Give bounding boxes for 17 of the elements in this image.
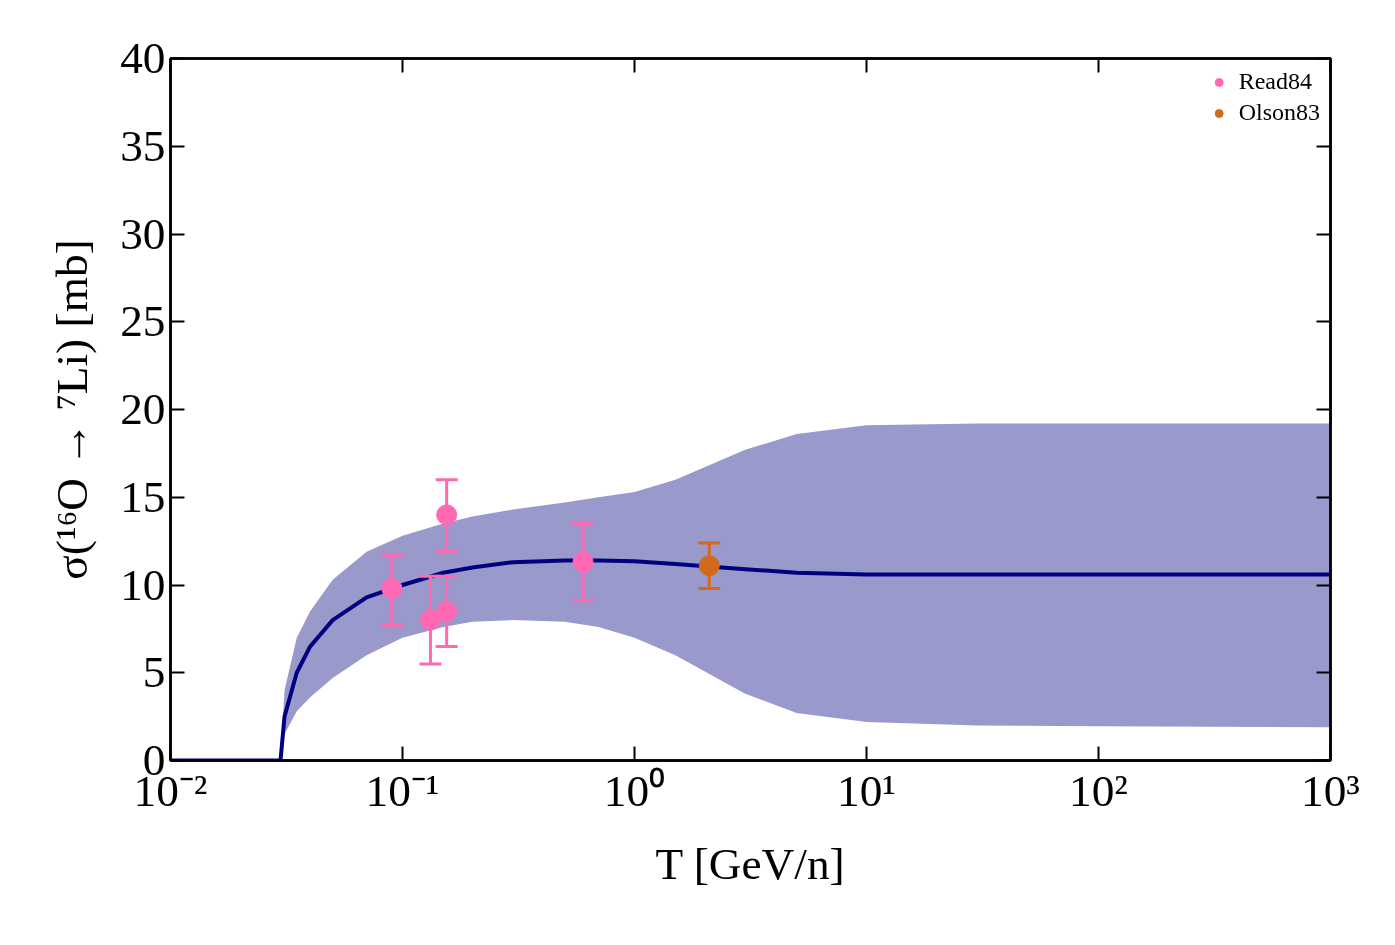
x-tick-label: 10¹: [837, 765, 896, 816]
y-tick-label: 5: [142, 647, 166, 698]
x-tick-label: 10⁻¹: [365, 765, 440, 816]
y-tick-label: 20: [120, 384, 166, 434]
y-tick-label: 25: [120, 296, 166, 347]
x-tick-label: 10²: [1069, 765, 1128, 816]
y-axis-title: σ(¹⁶O → ⁷Li) [mb]: [47, 239, 98, 580]
y-tick-label: 40: [120, 33, 166, 83]
legend-label: Read84: [1238, 68, 1312, 95]
legend-label: Olson83: [1238, 99, 1320, 126]
y-tick-label: 35: [120, 120, 166, 171]
x-tick-label: 10³: [1301, 765, 1360, 816]
x-axis-title: T [GeV/n]: [655, 838, 845, 889]
x-tick-label: 10⁰: [603, 765, 666, 816]
y-tick-label: 30: [120, 208, 166, 259]
y-tick-label: 15: [120, 471, 166, 522]
y-tick-label: 10: [120, 559, 166, 610]
